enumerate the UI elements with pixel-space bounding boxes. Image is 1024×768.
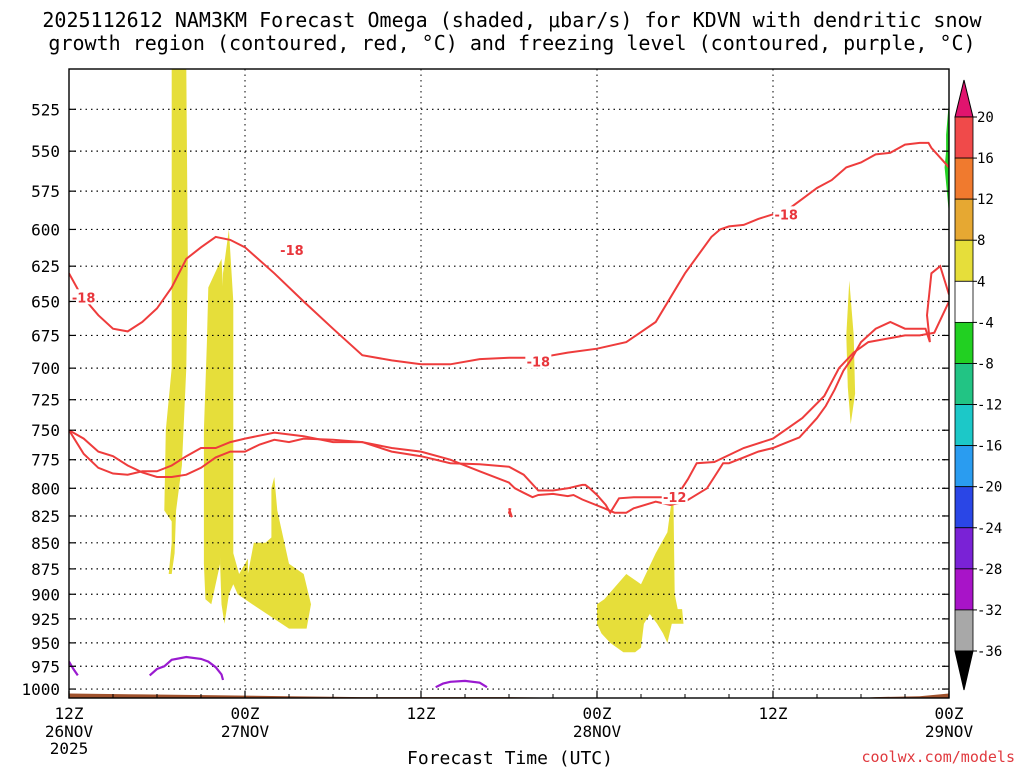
y-tick-label: 925 [31,610,60,629]
y-tick-label: 900 [31,585,60,604]
colorbar-band [954,280,974,323]
x-tick-label: 12Z [759,704,788,723]
colorbar-band [954,609,974,652]
contour-label-bg [278,242,305,258]
y-tick-label: 950 [31,634,60,653]
x-tick-label: 00Z [583,704,612,723]
contour-label-bg [773,206,800,222]
colorbar-label: 4 [977,274,985,290]
colorbar-band [954,445,974,488]
plot-clip-group: -18 -18 -18 -18 -12 [69,69,949,698]
contour-label: -12 [663,491,687,506]
colorbar-band [954,527,974,570]
x-axis-label: Forecast Time (UTC) [407,748,613,768]
freezing-level-line [435,679,488,689]
credit-text: coolwx.com/models [861,748,1015,766]
isotherm-line [69,301,949,515]
y-tick-label: 825 [31,507,60,526]
omega-region-4-8 [846,280,856,425]
x-tick-label: 00Z [231,704,260,723]
isotherm-fragment [507,507,513,518]
x-tick-label: 12Z [55,704,84,723]
x-tick-year: 2025 [50,739,89,758]
y-tick-label: 850 [31,534,60,553]
colorbar-band [954,486,974,529]
colorbar-band [954,363,974,405]
omega-region-4-8 [164,69,188,574]
freezing-level-line [148,655,225,681]
y-tick-label: 650 [31,292,60,311]
freezing-level-line [69,661,79,677]
colorbar-band [954,239,974,282]
isotherm-line [69,141,949,366]
colorbar-under-triangle [954,650,974,691]
colorbar-label: 8 [977,233,985,249]
colorbar-band [954,116,974,159]
y-tick-label: 575 [31,182,60,201]
y-tick-label: 625 [31,257,60,276]
x-tick-date: 27NOV [221,722,270,741]
colorbar-label: -28 [977,562,1002,578]
y-tick-label: 600 [31,220,60,239]
contour-label: -18 [774,208,798,223]
x-tick-date: 29NOV [925,722,974,741]
colorbar-label: -8 [977,356,994,372]
contour-label: -18 [280,244,304,259]
y-axis-ticks: 525 550 575 600 625 650 675 700 725 750 775 800 825 8… [21,100,949,699]
colorbar: 20 16 12 8 4 -4 -8 -12 -16 -20 -24 -28 -32 -36 [954,79,1002,691]
y-tick-label: 975 [31,657,60,676]
contour-label: -18 [72,291,96,306]
colorbar-band [954,198,974,241]
x-tick-label: 12Z [407,704,436,723]
y-tick-label: 875 [31,560,60,579]
x-tick-date: 26NOV [45,722,94,741]
y-tick-label: 525 [31,100,60,119]
colorbar-band [954,568,974,611]
x-tick-date: 28NOV [573,722,622,741]
colorbar-label: -24 [977,521,1002,537]
y-tick-label: 750 [31,421,60,440]
colorbar-label: 20 [977,110,994,126]
colorbar-label: -4 [977,315,994,331]
contour-label-bg [70,289,97,305]
colorbar-label: 16 [977,151,994,167]
x-tick-label: 00Z [935,704,964,723]
colorbar-band [954,321,974,364]
colorbar-label: -12 [977,398,1002,414]
colorbar-label: -36 [977,644,1002,660]
y-tick-label: 1000 [21,680,60,699]
omega-region-neg4-neg8 [944,100,949,215]
colorbar-band [954,404,974,447]
colorbar-label: 12 [977,192,994,208]
chart-title-line1: 2025112612 NAM3KM Forecast Omega (shaded… [42,8,982,32]
colorbar-label: -32 [977,603,1002,619]
colorbar-over-triangle [954,79,974,118]
y-tick-label: 725 [31,391,60,410]
omega-region-4-8 [597,488,684,653]
plot-frame [68,68,950,699]
omega-region-4-8 [220,229,311,629]
colorbar-label: -20 [977,480,1002,496]
colorbar-band [954,157,974,200]
y-tick-label: 775 [31,451,60,470]
y-tick-label: 675 [31,326,60,345]
chart-title-line2: growth region (contoured, red, °C) and f… [48,31,975,55]
y-tick-label: 550 [31,142,60,161]
colorbar-label: -16 [977,439,1002,455]
contour-label-bg [661,489,688,505]
plot-area: -18 -18 -18 -18 -12 [68,68,950,699]
isotherm-line [69,264,949,514]
y-tick-label: 700 [31,359,60,378]
y-tick-label: 800 [31,479,60,498]
contour-label-bg [525,353,552,369]
contour-label: -18 [527,356,551,371]
